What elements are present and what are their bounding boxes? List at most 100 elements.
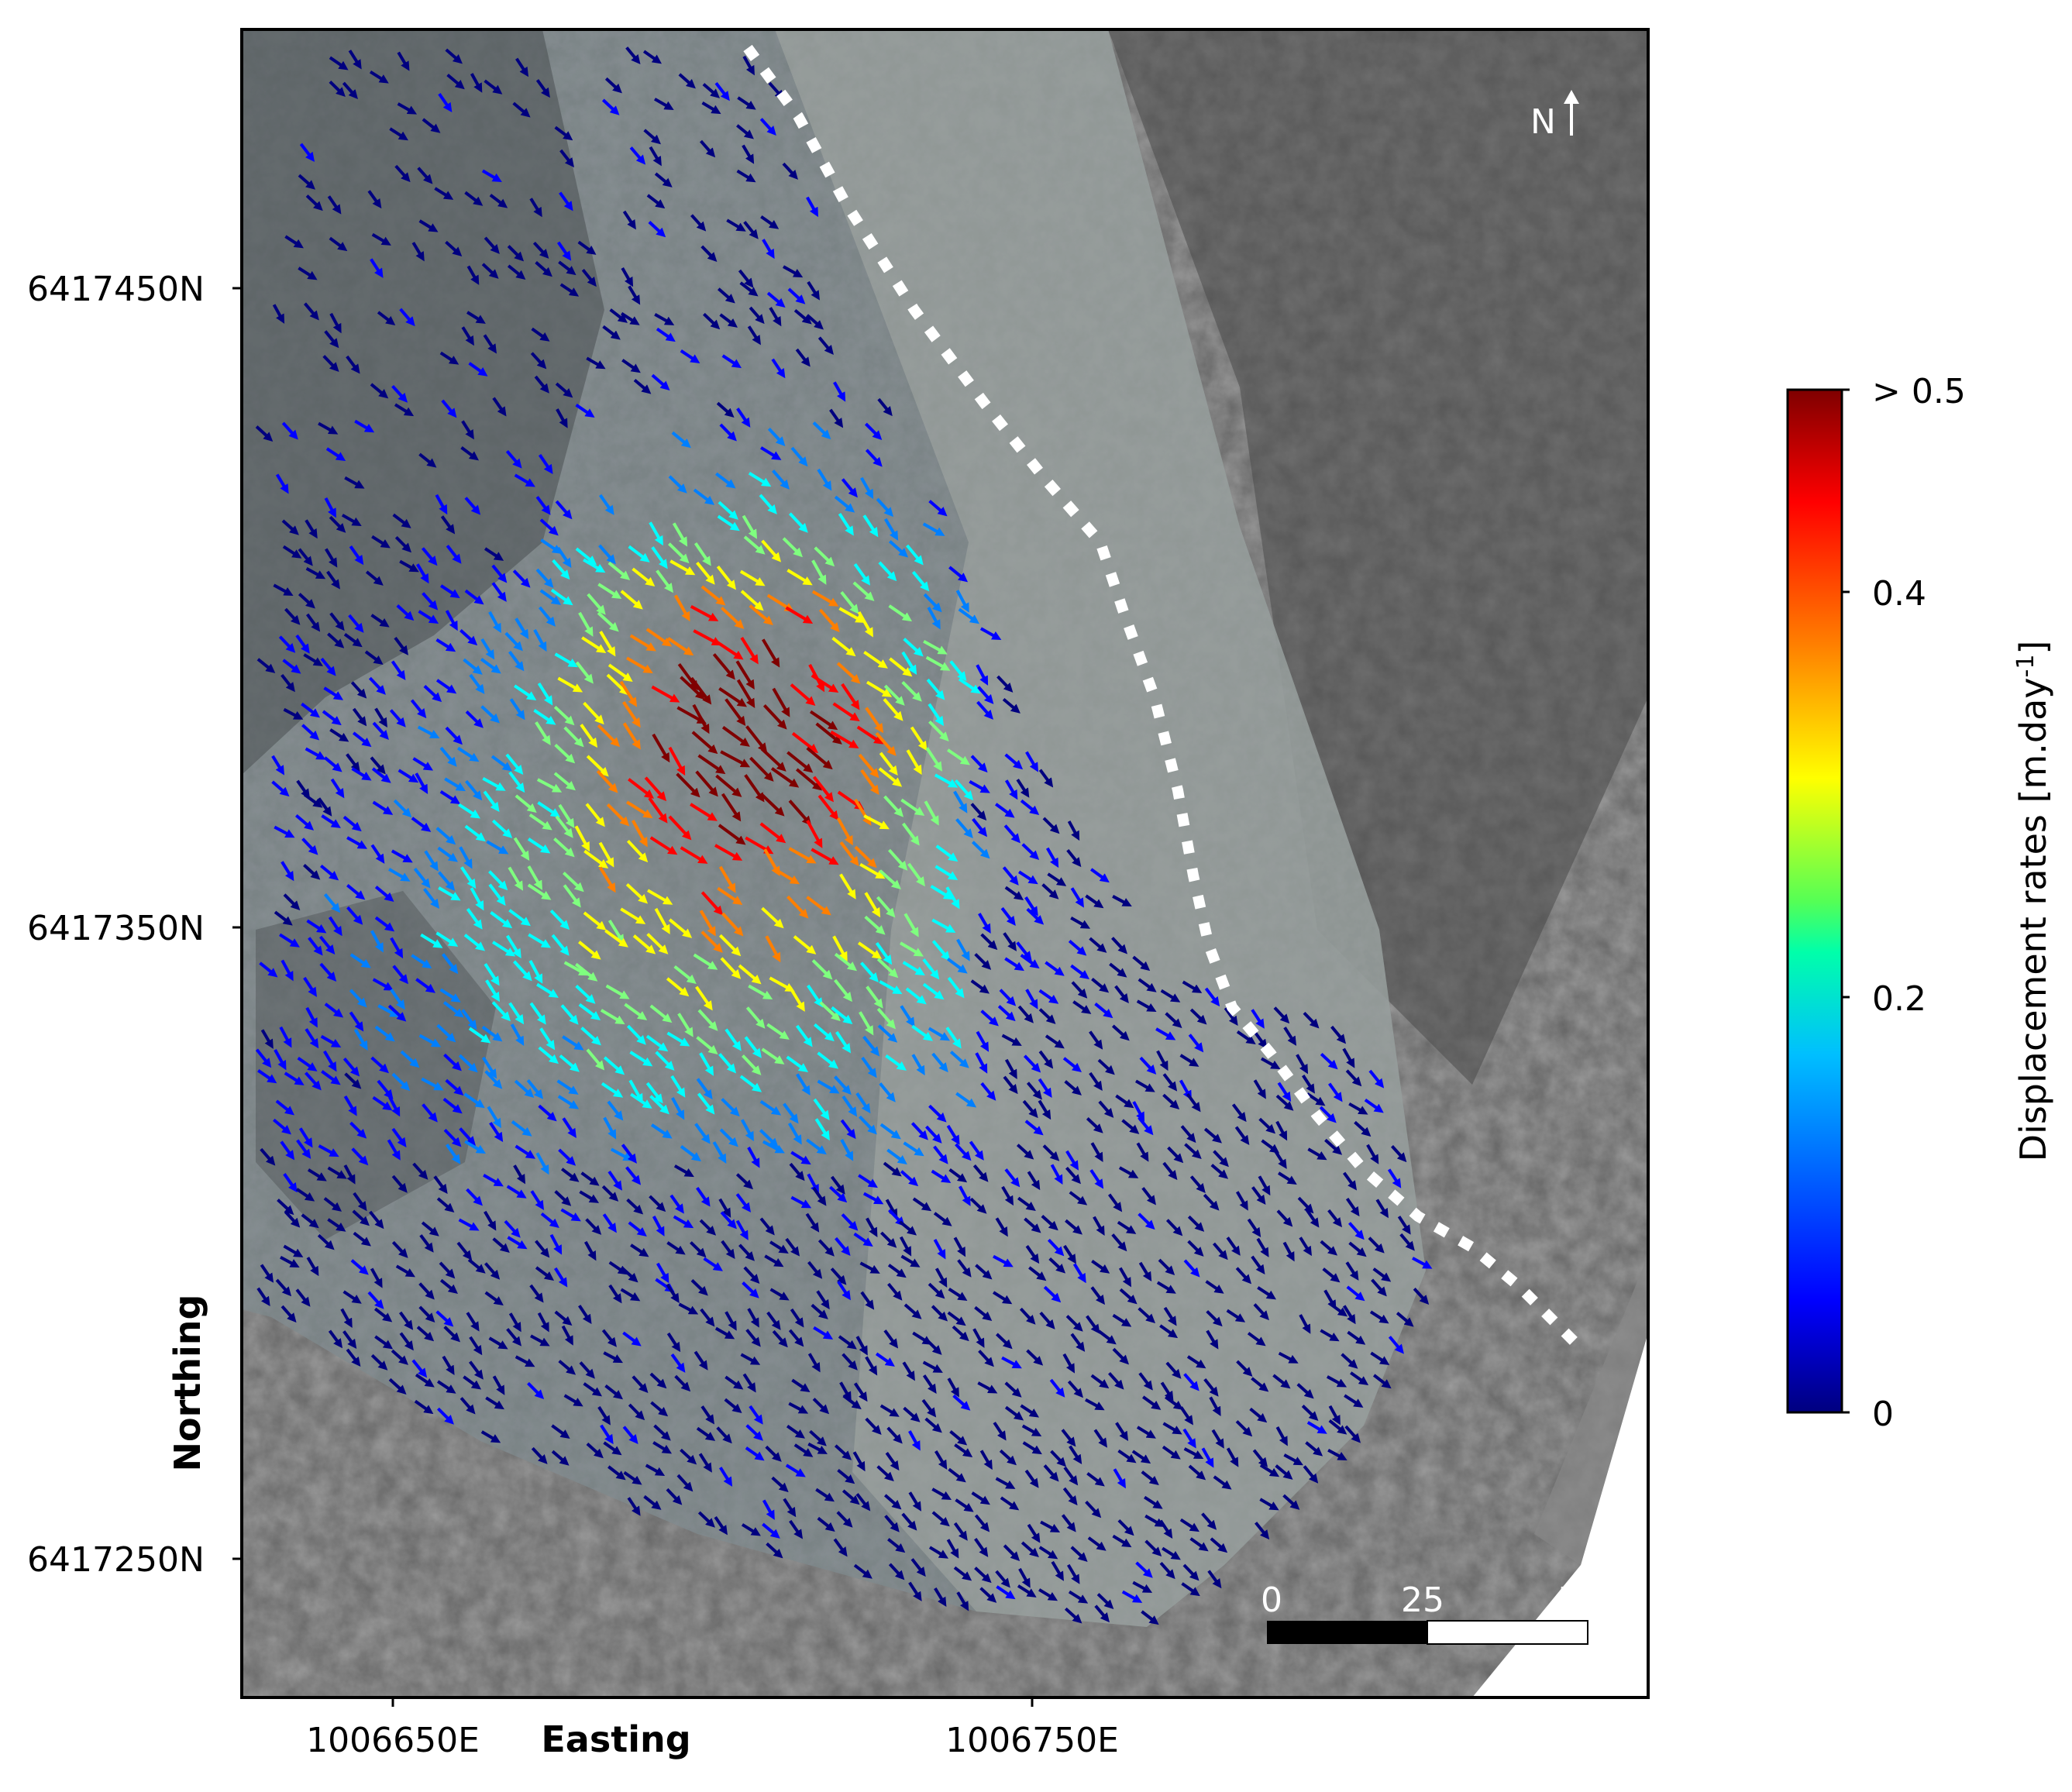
displacement-vector (1038, 769, 1054, 788)
displacement-vector (578, 611, 594, 637)
ridge-shadow (1108, 29, 1648, 1085)
displacement-vector (737, 96, 756, 110)
displacement-vector (508, 909, 532, 927)
displacement-vector (864, 915, 886, 935)
displacement-vector (651, 546, 668, 569)
displacement-vector (834, 952, 858, 972)
displacement-vector (678, 73, 696, 89)
displacement-vector (422, 118, 441, 133)
displacement-vector (536, 982, 559, 998)
displacement-vector (349, 953, 371, 968)
displacement-vector (974, 953, 992, 970)
displacement-vector (860, 961, 879, 982)
displacement-vector (354, 419, 375, 433)
displacement-vector (796, 768, 822, 791)
displacement-vector (625, 46, 641, 65)
displacement-vector (515, 617, 529, 640)
displacement-vector (953, 790, 968, 813)
displacement-vector (464, 497, 481, 515)
displacement-vector (353, 1028, 368, 1051)
displacement-vector (696, 561, 715, 585)
displacement-vector (465, 779, 483, 801)
displacement-vector (320, 1034, 342, 1048)
displacement-vector (424, 850, 439, 872)
displacement-vector (391, 660, 406, 681)
displacement-vector (418, 610, 439, 624)
displacement-vector (818, 608, 840, 633)
displacement-vector (387, 1004, 407, 1022)
displacement-vector (769, 976, 795, 992)
displacement-vector (697, 1009, 718, 1031)
displacement-vector (1273, 1006, 1290, 1024)
displacement-vector (281, 673, 295, 693)
displacement-vector (512, 569, 531, 588)
displacement-vector (535, 568, 554, 588)
displacement-vector (485, 979, 501, 1003)
displacement-vector (786, 1055, 809, 1073)
displacement-vector (439, 746, 457, 767)
displacement-vector (838, 607, 866, 623)
displacement-vector (1045, 847, 1059, 868)
displacement-vector (458, 803, 480, 819)
displacement-vector (556, 408, 568, 428)
displacement-vector (644, 776, 667, 802)
displacement-vector (557, 676, 583, 693)
displacement-vector (626, 800, 653, 819)
displacement-vector (901, 680, 922, 702)
displacement-vector (513, 960, 532, 982)
displacement-vector (554, 652, 578, 668)
displacement-vector (464, 191, 484, 206)
displacement-vector (598, 494, 614, 515)
displacement-vector (559, 283, 580, 297)
displacement-vector (680, 349, 700, 364)
displacement-vector (699, 139, 716, 158)
displacement-vector (352, 731, 372, 748)
displacement-vector (327, 195, 342, 215)
displacement-vector (715, 472, 736, 489)
displacement-vector (507, 264, 526, 280)
displacement-vector (667, 637, 694, 656)
displacement-vector (901, 822, 920, 846)
displacement-vector (575, 547, 597, 566)
displacement-vector (463, 934, 486, 951)
displacement-vector (423, 888, 440, 909)
displacement-vector (761, 906, 784, 929)
displacement-vector (581, 269, 597, 287)
displacement-vector (903, 638, 924, 657)
displacement-vector (575, 985, 596, 1004)
displacement-vector (259, 961, 278, 978)
displacement-vector (283, 893, 301, 911)
displacement-vector (922, 522, 945, 536)
displacement-vector (346, 753, 360, 772)
displacement-vector (325, 447, 346, 461)
displacement-vector (281, 421, 298, 440)
displacement-vector (691, 731, 718, 755)
displacement-vector (349, 545, 364, 566)
displacement-vector (911, 570, 930, 592)
displacement-vector (928, 500, 948, 517)
displacement-vector (866, 680, 893, 697)
displacement-vector (924, 800, 939, 826)
displacement-vector (654, 172, 673, 187)
displacement-vector (490, 910, 513, 929)
displacement-vector (905, 987, 927, 1005)
displacement-vector (537, 801, 560, 817)
displacement-vector (947, 976, 965, 999)
displacement-vector (976, 700, 994, 720)
displacement-vector (930, 885, 954, 900)
displacement-vector (388, 868, 411, 882)
displacement-vector (839, 841, 859, 867)
displacement-vector (1026, 907, 1045, 925)
displacement-vector (879, 869, 901, 889)
displacement-vector (692, 703, 710, 734)
displacement-vector (768, 81, 785, 100)
displacement-vector (580, 1027, 601, 1046)
displacement-vector (646, 194, 666, 209)
displacement-vector (465, 710, 484, 728)
displacement-vector (394, 403, 415, 417)
displacement-vector (700, 585, 726, 606)
displacement-vector (528, 933, 552, 948)
displacement-vector (563, 884, 581, 908)
displacement-vector (489, 194, 508, 208)
displacement-vector (624, 1003, 648, 1020)
